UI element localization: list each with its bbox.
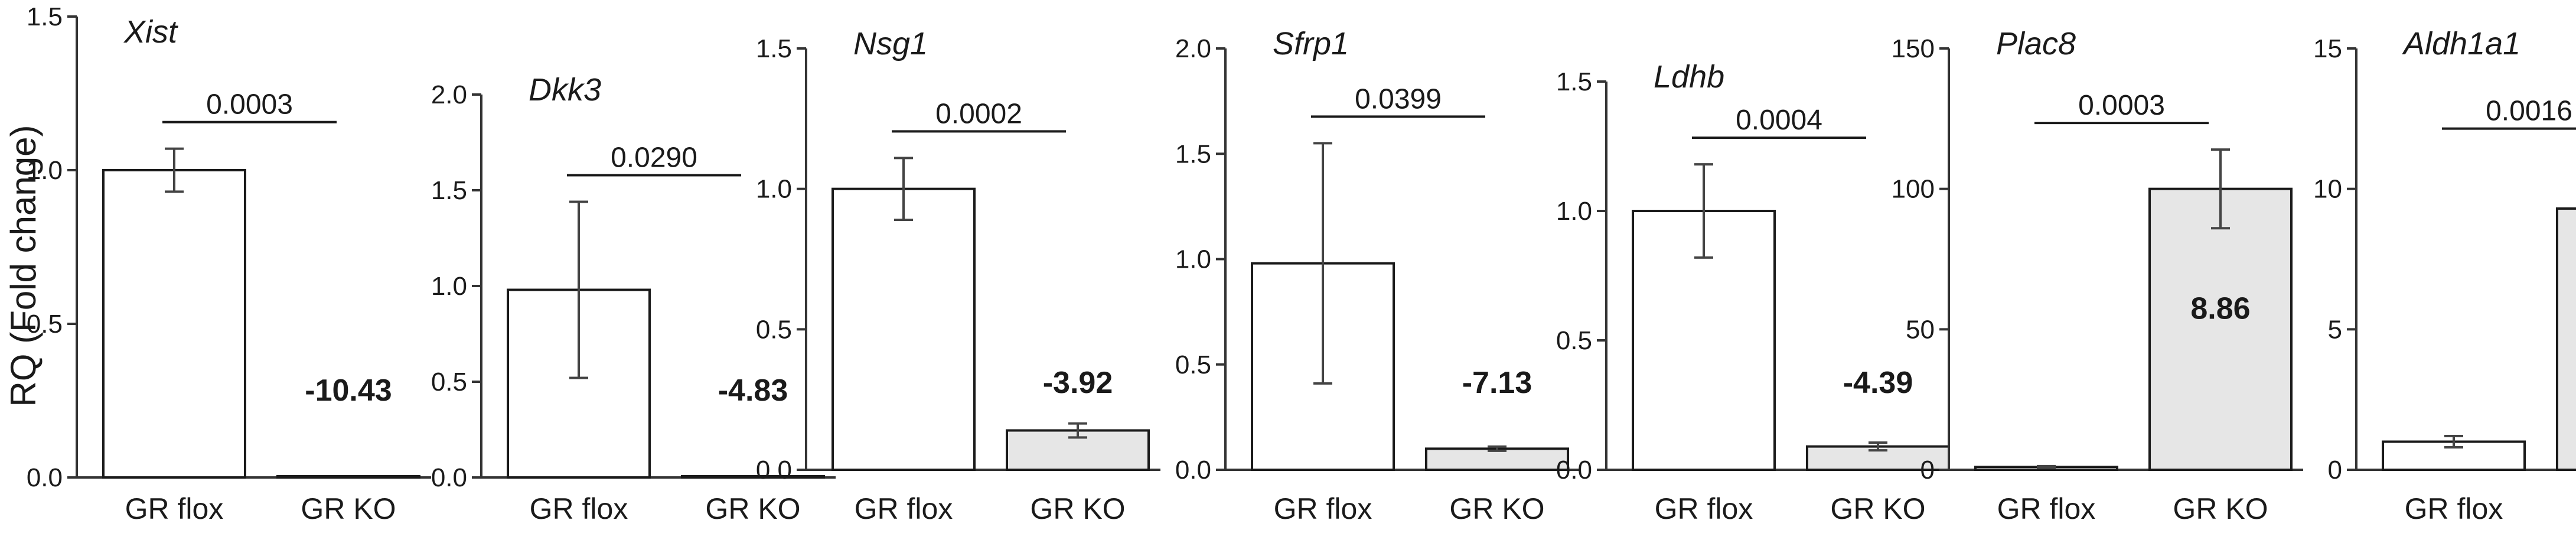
gene-title: Sfrp1 [1273, 26, 1349, 61]
bar-gr-ko [681, 475, 825, 479]
y-tick-label: 100 [1892, 175, 1935, 204]
y-tick-label: 0 [2328, 456, 2342, 485]
y-tick-label: 1.0 [1556, 197, 1592, 226]
y-tick-label: 1.0 [756, 175, 792, 204]
bar-gr-ko [2556, 207, 2576, 471]
x-category-label: GR KO [2173, 492, 2268, 525]
y-tick-label: 0.0 [431, 463, 467, 492]
p-value-label: 0.0004 [1736, 105, 1822, 136]
y-tick-label: 1.5 [1556, 67, 1592, 96]
fold-change-label: -4.39 [1843, 366, 1913, 400]
gene-title: Plac8 [1996, 26, 2076, 61]
y-tick-label: 1.5 [756, 34, 792, 63]
x-category-label: GR KO [1830, 492, 1925, 525]
chart-panel-dkk3: 0.0 0.5 1.0 1.5 2.0 GR flox GR KO Dkk3 0.0290 -4.… [431, 72, 836, 525]
y-tick-label: 1.0 [27, 156, 63, 185]
gene-title: Ldhb [1654, 59, 1724, 95]
y-tick-label: 0.0 [1556, 456, 1592, 485]
y-tick-label: 1.5 [431, 176, 467, 205]
x-category-label: GR KO [1449, 492, 1544, 525]
fold-change-label: -10.43 [305, 373, 392, 408]
bar-gr-flox [102, 169, 246, 479]
x-category-label: GR flox [855, 492, 953, 525]
x-category-label: GR KO [1030, 492, 1125, 525]
y-tick-label: 0.5 [1556, 326, 1592, 355]
fold-change-label: -3.92 [1043, 366, 1113, 400]
y-tick-label: 0.0 [756, 456, 792, 485]
y-tick-label: 150 [1892, 34, 1935, 63]
chart-panel-ldhb: 0.0 0.5 1.0 1.5 GR flox GR KO Ldhb 0.0004 -4.39 [1556, 59, 1961, 525]
y-tick-label: 2.0 [431, 80, 467, 109]
y-tick-label: 5 [2328, 315, 2342, 344]
bar-gr-ko [276, 475, 420, 479]
y-tick-label: 1.0 [1175, 245, 1211, 274]
gene-title: Nsg1 [853, 26, 928, 61]
gene-title: Dkk3 [529, 72, 601, 108]
y-tick-label: 1.0 [431, 272, 467, 301]
y-tick-label: 0.5 [27, 310, 63, 339]
y-tick-label: 1.5 [1175, 139, 1211, 168]
chart-panel-xist: 0.0 0.5 1.0 1.5 GR flox GR KO Xist 0.0003 -10.43 [27, 2, 431, 525]
p-value-label: 0.0016 [2486, 96, 2572, 127]
x-category-label: GR KO [705, 492, 800, 525]
chart-panel-nsg1: 0.0 0.5 1.0 1.5 GR flox GR KO Nsg1 0.0002 -3.92 [756, 26, 1160, 525]
y-tick-label: 0.5 [431, 368, 467, 396]
y-axis-label: RQ (Fold change) [4, 125, 43, 407]
bar-gr-flox [832, 187, 976, 471]
fold-change-label: 8.86 [2190, 292, 2250, 326]
y-tick-label: 0.5 [1175, 350, 1211, 379]
fold-change-label: -7.13 [1462, 366, 1532, 400]
p-value-label: 0.0002 [935, 98, 1022, 129]
y-tick-label: 50 [1906, 315, 1935, 344]
p-value-label: 0.0003 [2078, 90, 2165, 121]
y-tick-label: 0.0 [1175, 456, 1211, 485]
y-tick-label: 0.5 [756, 315, 792, 344]
y-tick-label: 0.0 [27, 463, 63, 492]
x-category-label: GR KO [301, 492, 396, 525]
bar-gr-ko [2148, 187, 2293, 471]
y-tick-label: 0 [1920, 456, 1935, 485]
y-tick-label: 10 [2313, 175, 2342, 204]
x-category-label: GR flox [530, 492, 628, 525]
p-value-label: 0.0399 [1355, 83, 1442, 115]
y-tick-label: 2.0 [1175, 34, 1211, 63]
p-value-label: 0.0290 [611, 142, 697, 173]
fold-change-label: -4.83 [718, 373, 788, 408]
gene-title: Aldh1a1 [2402, 26, 2520, 61]
gene-title: Xist [123, 14, 178, 50]
y-tick-label: 1.5 [27, 2, 63, 31]
x-category-label: GR flox [125, 492, 224, 525]
p-value-label: 0.0003 [206, 89, 293, 121]
y-tick-label: 15 [2313, 34, 2342, 63]
x-category-label: GR flox [2405, 492, 2503, 525]
x-category-label: GR flox [1274, 492, 1372, 525]
x-category-label: GR flox [1997, 492, 2096, 525]
x-category-label: GR flox [1655, 492, 1753, 525]
